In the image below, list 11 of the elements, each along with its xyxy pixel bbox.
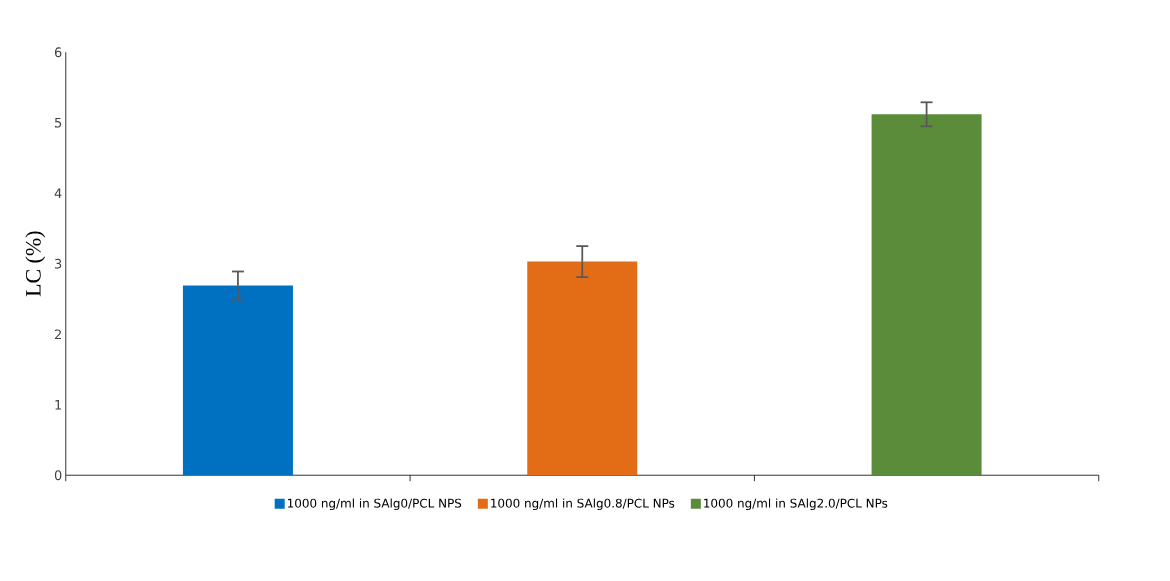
y-tick-label: 6 (54, 47, 62, 58)
y-tick-label: 0 (54, 470, 62, 481)
y-tick-label: 3 (55, 258, 62, 269)
y-tick-label: 5 (55, 117, 62, 128)
legend-label: 1000 ng/ml in SAlg0.8/PCL NPs (491, 498, 675, 511)
y-tick-label: 1 (55, 400, 62, 410)
legend-label: 1000 ng/ml in SAlg0/PCL NPS (287, 498, 462, 511)
y-tick-label: 2 (54, 329, 61, 340)
legend-label: 1000 ng/ml in SAlg2.0/PCL NPs (704, 498, 888, 511)
y-tick-label: 4 (54, 188, 62, 198)
y-axis-title: LC (%) (25, 231, 46, 297)
